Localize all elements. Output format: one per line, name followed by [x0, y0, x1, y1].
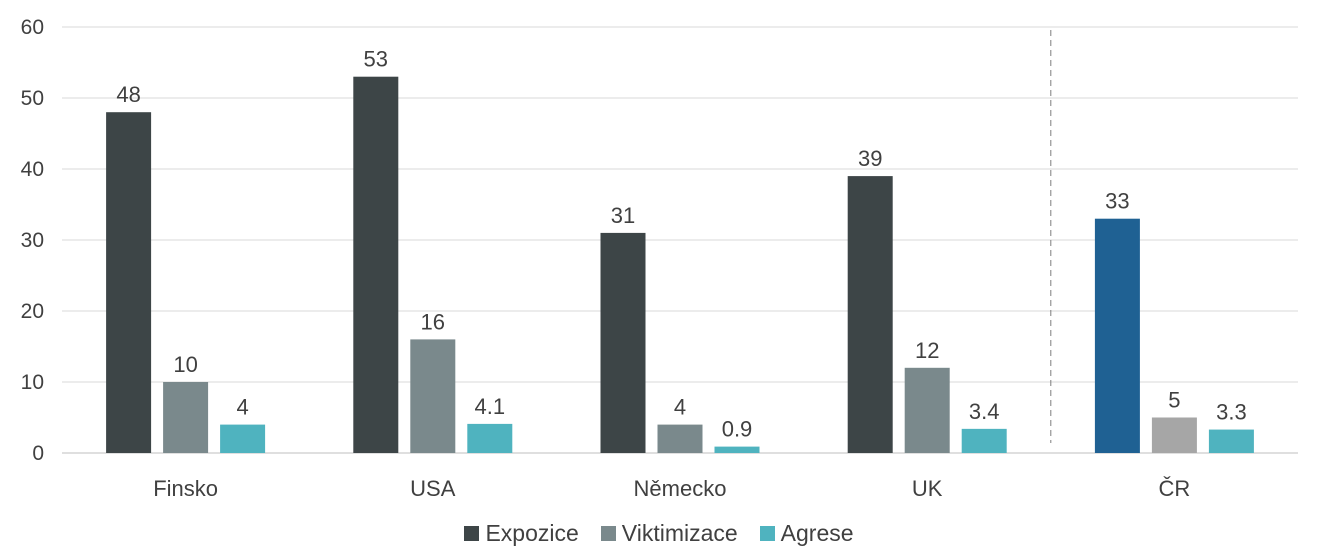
data-label: 3.4 [969, 399, 1000, 424]
data-label: 12 [915, 338, 939, 363]
bar-viktimizace-1 [410, 339, 456, 453]
y-tick-label: 0 [32, 442, 44, 465]
data-label: 5 [1168, 388, 1180, 413]
bar-agrese-2 [714, 446, 760, 453]
legend-swatch [600, 526, 616, 541]
legend-label: Agrese [780, 520, 854, 546]
bar-agrese-0 [220, 424, 266, 453]
y-tick-label: 40 [21, 158, 44, 181]
data-label: 53 [364, 47, 388, 72]
legend-swatch [759, 526, 775, 541]
bar-viktimizace-0 [163, 382, 209, 453]
y-axis-ticks: 0 10 20 30 40 50 60 [21, 16, 44, 465]
data-label: 4 [674, 395, 686, 420]
legend-item-viktimizace: Viktimizace [600, 520, 738, 547]
data-label: 4.1 [475, 394, 506, 419]
legend-item-expozice: Expozice [464, 520, 579, 547]
x-category-label: ČR [1159, 476, 1191, 501]
x-category-label: USA [410, 476, 456, 501]
data-label: 39 [858, 146, 882, 171]
data-label: 33 [1105, 189, 1129, 214]
y-tick-label: 20 [21, 300, 44, 323]
bar-viktimizace-2 [657, 424, 703, 453]
data-label: 10 [173, 352, 197, 377]
data-label: 16 [421, 309, 445, 334]
x-category-label: Německo [634, 476, 727, 501]
gridlines [62, 26, 1298, 454]
data-label: 3.3 [1216, 400, 1247, 425]
y-tick-label: 50 [21, 87, 44, 110]
bars [106, 76, 1254, 453]
bar-expozice-2 [600, 232, 646, 453]
bar-agrese-3 [961, 428, 1007, 453]
data-label: 0.9 [722, 417, 753, 442]
data-label: 4 [236, 395, 248, 420]
data-label: 31 [611, 203, 635, 228]
data-labels: 48 10 4 53 16 4.1 31 4 0.9 39 12 3.4 33 5 3.3 [116, 47, 1246, 442]
bar-agrese-1 [467, 423, 513, 453]
bar-agrese-4 [1208, 429, 1254, 453]
bar-expozice-0 [106, 112, 152, 453]
x-axis-categories: Finsko USA Německo UK ČR [153, 476, 1190, 501]
y-tick-label: 10 [21, 371, 44, 394]
data-label: 48 [116, 82, 140, 107]
legend-label: Viktimizace [621, 520, 738, 546]
y-tick-label: 60 [21, 16, 44, 39]
legend: Expozice Viktimizace Agrese [0, 520, 1318, 547]
legend-swatch [464, 526, 480, 541]
bar-expozice-1 [353, 76, 399, 453]
bar-expozice-4 [1094, 218, 1140, 453]
bar-expozice-3 [847, 176, 893, 453]
bar-viktimizace-3 [904, 367, 950, 453]
y-tick-label: 30 [21, 229, 44, 252]
bar-viktimizace-4 [1151, 417, 1197, 453]
legend-item-agrese: Agrese [759, 520, 854, 547]
bar-chart: 0 10 20 30 40 50 60 48 10 4 53 16 4.1 31 4 0.9 39 12 3.4 3… [21, 16, 1298, 501]
x-category-label: UK [912, 476, 943, 501]
x-category-label: Finsko [153, 476, 218, 501]
legend-label: Expozice [485, 520, 579, 546]
